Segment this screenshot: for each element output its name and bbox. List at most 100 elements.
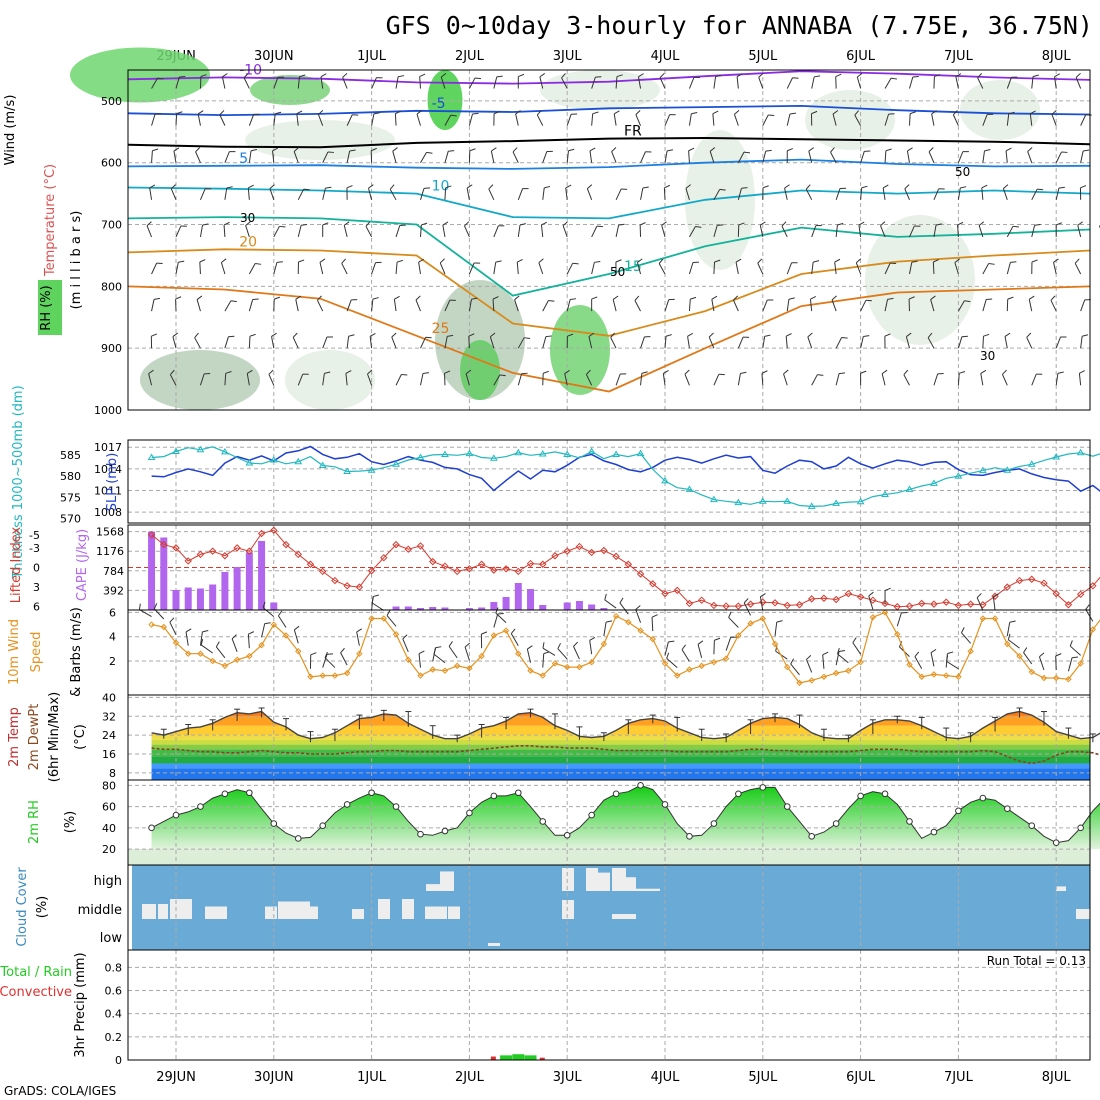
wind10m-barb — [371, 602, 385, 611]
date-label-bottom: 4JUL — [651, 1070, 681, 1085]
cloud-middle-bar — [562, 900, 574, 919]
wind-barb-flag — [1026, 332, 1032, 338]
wind-barb-flag — [841, 336, 848, 339]
wind-barb-flag — [688, 147, 695, 152]
lifted-index-point — [429, 557, 437, 566]
wind-barb — [711, 299, 715, 312]
wind-speed-point — [502, 627, 510, 634]
wind-barb — [224, 151, 230, 163]
wind-barb — [175, 225, 182, 238]
wind-barb — [149, 187, 153, 200]
wind10m-barb — [418, 653, 421, 668]
wind-barb — [196, 299, 201, 312]
rh-shading — [685, 130, 755, 270]
wind-barb — [542, 151, 548, 163]
wind-barb-flag — [343, 221, 350, 226]
lifted-index-point — [282, 540, 290, 549]
wind-barb — [884, 150, 887, 163]
rh-contour-label: 30 — [980, 349, 995, 363]
wind-barb-flag — [784, 184, 790, 189]
wind-barb — [540, 224, 544, 237]
wind10m-barb-flag — [371, 596, 374, 603]
wind-barb — [420, 224, 422, 237]
wind-barb — [514, 299, 519, 312]
wind-barb — [811, 76, 815, 89]
wind10m-barb-flag — [510, 628, 516, 634]
cape-bar — [184, 587, 192, 610]
rh-contour-label: 50 — [610, 265, 625, 279]
wind-barb-flag — [296, 110, 303, 115]
wind-barb — [712, 113, 715, 126]
wind10m-barb — [805, 659, 813, 673]
wind-barb-flag — [342, 72, 348, 78]
wind10m-barb — [139, 609, 152, 618]
wind-barb-flag — [1056, 222, 1062, 226]
wind-barb — [634, 300, 641, 312]
wind-barb — [1055, 336, 1061, 349]
thickness-point — [881, 490, 889, 497]
wind-barb — [368, 188, 373, 200]
wind-barb-flag — [712, 110, 719, 115]
wind10m-barb — [199, 631, 203, 646]
rh2m-point — [588, 811, 595, 819]
wind10m-barb-flag — [543, 651, 550, 655]
legend-total-rain: Total / Rain — [0, 965, 72, 980]
temp-tick-label: 8 — [109, 767, 116, 780]
wind10m-barb-flag — [386, 610, 391, 616]
wind-barb — [420, 373, 424, 386]
wind-barb-flag — [907, 147, 913, 152]
wind-barb — [419, 76, 421, 89]
wind-barb-flag — [934, 74, 941, 78]
wind-barb — [395, 225, 401, 238]
wind-barb — [247, 187, 250, 200]
wind10m-barb — [433, 653, 446, 664]
temp-color-band — [151, 735, 1090, 740]
wind-barb-flag — [642, 186, 649, 189]
wind-barb-flag — [856, 72, 863, 78]
wind-barb — [781, 225, 788, 238]
wind-barb — [685, 188, 690, 200]
date-label-bottom: 7JUL — [944, 1070, 974, 1085]
thickness-point — [416, 453, 425, 460]
wind-barb — [708, 336, 715, 349]
wind-barb-flag — [855, 258, 862, 264]
wind-barb-flag — [837, 222, 844, 226]
wind-barb — [490, 150, 495, 163]
wind-barb-flag — [664, 184, 671, 189]
wind-barb — [565, 187, 568, 200]
wind-barb — [538, 262, 544, 275]
lifted-index-point — [1028, 575, 1036, 583]
wind-barb-flag — [1032, 74, 1039, 78]
wind-barb — [493, 76, 498, 89]
lifted-index-point — [331, 576, 339, 585]
wind-barb-flag — [978, 221, 985, 226]
wind-speed-point — [515, 650, 522, 657]
wind-barb — [1027, 151, 1033, 163]
rh2m-area — [151, 785, 1100, 850]
thickness-point — [343, 467, 352, 474]
wind-barb — [1075, 77, 1082, 89]
wind-speed-point — [478, 652, 485, 660]
lifted-index-point — [416, 542, 425, 550]
wind-barb-flag — [903, 369, 909, 376]
wind-speed-point — [991, 615, 999, 622]
lifted-index-point — [856, 593, 865, 601]
wind-barb-flag — [348, 334, 355, 337]
rh-shading — [460, 340, 500, 400]
wind-barb-flag — [912, 75, 919, 78]
wind-barb-flag — [959, 371, 966, 374]
wind10m-barb-flag — [435, 646, 442, 649]
wind-barb-flag — [1012, 225, 1019, 228]
wind-barb — [957, 151, 964, 163]
wind-barb-flag — [908, 296, 915, 300]
temperature-contour-label: 25 — [432, 321, 450, 337]
wind-barb-flag — [661, 221, 667, 226]
wind-barb — [295, 299, 299, 312]
wind-barb — [296, 113, 299, 126]
lifted-index-tick-label: -5 — [29, 529, 40, 542]
wind-barb — [224, 373, 227, 386]
rh2m-point — [490, 792, 498, 800]
rh2m-point — [515, 789, 522, 797]
wind-speed-point — [1016, 652, 1023, 660]
wind-barb-flag — [758, 72, 764, 78]
